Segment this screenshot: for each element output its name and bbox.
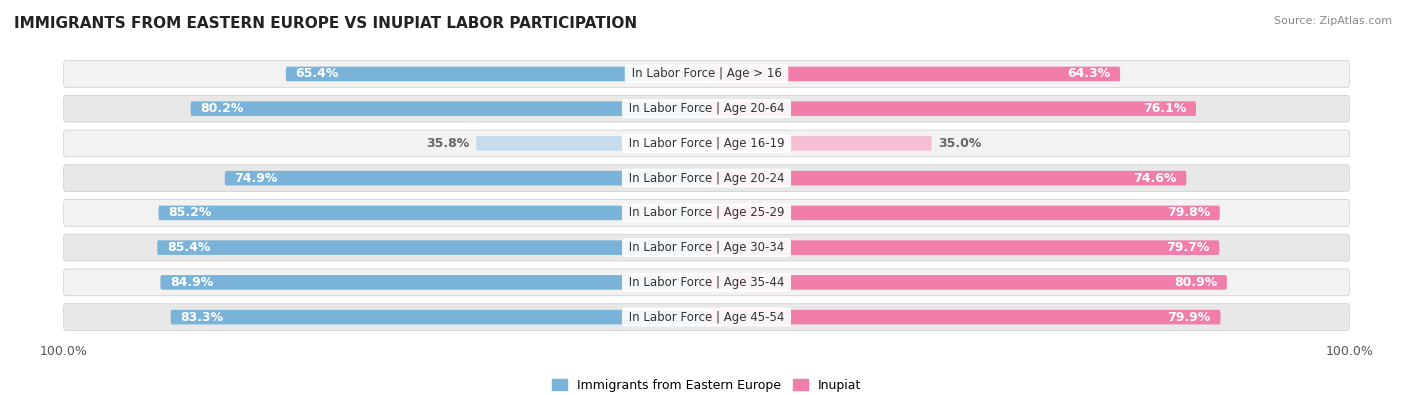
FancyBboxPatch shape bbox=[63, 165, 1350, 192]
Text: 64.3%: 64.3% bbox=[1067, 68, 1111, 81]
FancyBboxPatch shape bbox=[707, 275, 1227, 290]
FancyBboxPatch shape bbox=[63, 199, 1350, 226]
Text: 35.0%: 35.0% bbox=[938, 137, 981, 150]
Text: 76.1%: 76.1% bbox=[1143, 102, 1187, 115]
Text: IMMIGRANTS FROM EASTERN EUROPE VS INUPIAT LABOR PARTICIPATION: IMMIGRANTS FROM EASTERN EUROPE VS INUPIA… bbox=[14, 16, 637, 31]
Text: Source: ZipAtlas.com: Source: ZipAtlas.com bbox=[1274, 16, 1392, 26]
Text: 85.4%: 85.4% bbox=[167, 241, 211, 254]
Text: 35.8%: 35.8% bbox=[426, 137, 470, 150]
Text: 65.4%: 65.4% bbox=[295, 68, 339, 81]
FancyBboxPatch shape bbox=[63, 60, 1350, 87]
Text: In Labor Force | Age 35-44: In Labor Force | Age 35-44 bbox=[624, 276, 789, 289]
Text: 74.6%: 74.6% bbox=[1133, 172, 1177, 184]
Text: In Labor Force | Age 20-64: In Labor Force | Age 20-64 bbox=[624, 102, 789, 115]
Text: 79.8%: 79.8% bbox=[1167, 207, 1211, 219]
FancyBboxPatch shape bbox=[477, 136, 707, 151]
FancyBboxPatch shape bbox=[225, 171, 707, 185]
FancyBboxPatch shape bbox=[170, 310, 707, 324]
FancyBboxPatch shape bbox=[191, 102, 707, 116]
Text: 80.9%: 80.9% bbox=[1174, 276, 1218, 289]
FancyBboxPatch shape bbox=[285, 67, 707, 81]
Text: 84.9%: 84.9% bbox=[170, 276, 214, 289]
FancyBboxPatch shape bbox=[707, 102, 1197, 116]
Text: 85.2%: 85.2% bbox=[169, 207, 211, 219]
Text: In Labor Force | Age 16-19: In Labor Force | Age 16-19 bbox=[624, 137, 789, 150]
Text: 79.9%: 79.9% bbox=[1167, 310, 1211, 324]
Text: In Labor Force | Age 20-24: In Labor Force | Age 20-24 bbox=[624, 172, 789, 184]
Text: In Labor Force | Age 30-34: In Labor Force | Age 30-34 bbox=[626, 241, 787, 254]
FancyBboxPatch shape bbox=[160, 275, 707, 290]
FancyBboxPatch shape bbox=[63, 95, 1350, 122]
FancyBboxPatch shape bbox=[707, 206, 1220, 220]
Legend: Immigrants from Eastern Europe, Inupiat: Immigrants from Eastern Europe, Inupiat bbox=[547, 374, 866, 395]
FancyBboxPatch shape bbox=[707, 310, 1220, 324]
FancyBboxPatch shape bbox=[707, 240, 1219, 255]
Text: In Labor Force | Age > 16: In Labor Force | Age > 16 bbox=[627, 68, 786, 81]
FancyBboxPatch shape bbox=[63, 234, 1350, 261]
FancyBboxPatch shape bbox=[63, 269, 1350, 296]
Text: 83.3%: 83.3% bbox=[180, 310, 224, 324]
Text: 74.9%: 74.9% bbox=[235, 172, 278, 184]
FancyBboxPatch shape bbox=[707, 171, 1187, 185]
FancyBboxPatch shape bbox=[63, 130, 1350, 157]
FancyBboxPatch shape bbox=[707, 67, 1121, 81]
FancyBboxPatch shape bbox=[707, 136, 932, 151]
Text: In Labor Force | Age 25-29: In Labor Force | Age 25-29 bbox=[624, 207, 789, 219]
FancyBboxPatch shape bbox=[63, 304, 1350, 331]
FancyBboxPatch shape bbox=[157, 240, 707, 255]
FancyBboxPatch shape bbox=[159, 206, 707, 220]
Text: 79.7%: 79.7% bbox=[1166, 241, 1209, 254]
Text: 80.2%: 80.2% bbox=[200, 102, 243, 115]
Text: In Labor Force | Age 45-54: In Labor Force | Age 45-54 bbox=[624, 310, 789, 324]
